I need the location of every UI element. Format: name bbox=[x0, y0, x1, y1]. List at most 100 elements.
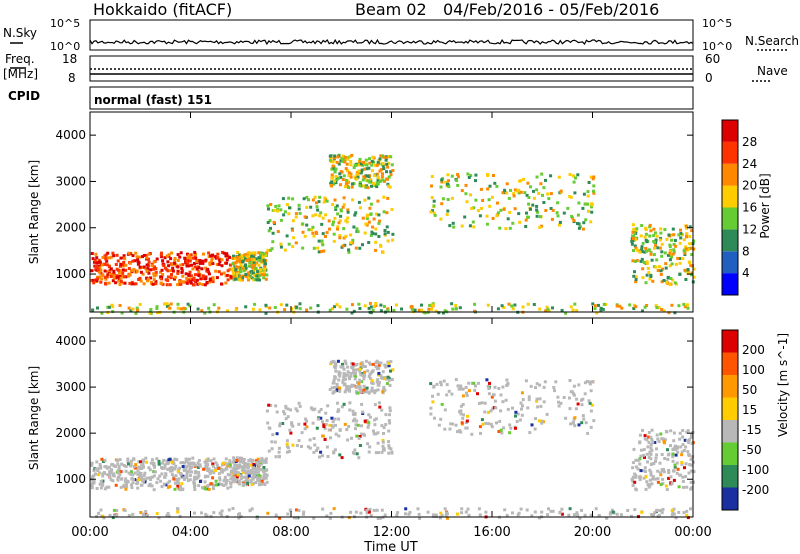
scatter-cell bbox=[111, 273, 115, 277]
scatter-cell bbox=[292, 236, 296, 240]
scatter-cell bbox=[416, 507, 420, 511]
scatter-cell bbox=[107, 281, 111, 285]
scatter-cell bbox=[378, 179, 382, 183]
scatter-cell bbox=[244, 257, 247, 261]
scatter-cell bbox=[473, 302, 477, 306]
station-title: Hokkaido (fitACF) bbox=[93, 0, 232, 19]
scatter-cell bbox=[630, 478, 634, 482]
scatter-cell bbox=[298, 307, 302, 311]
scatter-cell bbox=[337, 434, 341, 438]
scatter-cell bbox=[672, 507, 676, 511]
scatter-cell bbox=[374, 432, 378, 436]
scatter-cell bbox=[374, 240, 378, 244]
scatter-cell bbox=[510, 304, 514, 308]
scatter-cell bbox=[576, 513, 580, 517]
scatter-cell bbox=[239, 263, 243, 267]
scatter-cell bbox=[559, 189, 563, 193]
scatter-cell bbox=[202, 252, 205, 256]
scatter-cell bbox=[661, 267, 665, 271]
scatter-cell bbox=[336, 212, 340, 216]
scatter-cell bbox=[572, 417, 576, 421]
scatter-cell bbox=[178, 466, 182, 470]
scatter-cell bbox=[386, 239, 390, 243]
scatter-cell bbox=[341, 378, 345, 382]
scatter-cell bbox=[388, 185, 392, 189]
scatter-cell bbox=[476, 209, 480, 213]
scatter-cell bbox=[264, 459, 268, 463]
scatter-cell bbox=[285, 203, 289, 207]
scatter-cell bbox=[311, 198, 315, 202]
scatter-cell bbox=[443, 507, 447, 511]
scatter-cell bbox=[253, 251, 257, 255]
scatter-cell bbox=[514, 414, 517, 418]
scatter-cell bbox=[681, 475, 685, 479]
scatter-cell bbox=[126, 459, 130, 463]
scatter-cell bbox=[527, 202, 531, 206]
scatter-cell bbox=[152, 278, 156, 282]
scatter-cell bbox=[490, 195, 494, 199]
scatter-cell bbox=[338, 305, 342, 309]
scatter-cell bbox=[685, 303, 689, 307]
scatter-cell bbox=[349, 241, 353, 245]
scatter-cell bbox=[592, 419, 596, 423]
scatter-cell bbox=[690, 253, 694, 257]
scatter-cell bbox=[118, 304, 122, 307]
scatter-cell bbox=[371, 155, 375, 159]
scatter-cell bbox=[506, 217, 510, 221]
scatter-cell bbox=[171, 269, 175, 273]
scatter-cell bbox=[173, 277, 176, 281]
scatter-cell bbox=[526, 215, 530, 219]
scatter-cell bbox=[356, 175, 360, 179]
scatter-cell bbox=[367, 196, 371, 200]
scatter-cell bbox=[233, 474, 236, 478]
scatter-cell bbox=[181, 274, 185, 278]
scatter-cell bbox=[680, 453, 684, 457]
scatter-cell bbox=[505, 191, 509, 195]
scatter-cell bbox=[295, 409, 299, 413]
scatter-cell bbox=[634, 237, 638, 241]
scatter-cell bbox=[689, 264, 693, 268]
scatter-cell bbox=[350, 311, 354, 315]
scatter-cell bbox=[570, 214, 574, 218]
scatter-cell bbox=[262, 276, 266, 280]
scatter-cell bbox=[388, 384, 392, 387]
scatter-cell bbox=[329, 511, 333, 515]
scatter-cell bbox=[568, 407, 572, 411]
scatter-cell bbox=[134, 463, 138, 467]
scatter-cell bbox=[321, 434, 325, 438]
scatter-cell bbox=[176, 481, 180, 485]
scatter-cell bbox=[685, 235, 688, 239]
scatter-cell bbox=[95, 514, 99, 518]
scatter-cell bbox=[261, 254, 265, 258]
scatter-cell bbox=[568, 507, 572, 511]
scatter-cell bbox=[222, 479, 226, 483]
scatter-cell bbox=[334, 423, 337, 427]
scatter-cell bbox=[639, 234, 643, 238]
scatter-cell bbox=[131, 481, 135, 485]
scatter-cell bbox=[106, 251, 110, 255]
scatter-cell bbox=[320, 239, 324, 243]
scatter-cell bbox=[353, 363, 357, 367]
scatter-cell bbox=[582, 417, 586, 421]
scatter-cell bbox=[396, 511, 400, 515]
scatter-cell bbox=[634, 487, 638, 491]
scatter-cell bbox=[205, 514, 209, 518]
scatter-cell bbox=[669, 475, 673, 479]
scatter-cell bbox=[124, 268, 128, 272]
scatter-cell bbox=[130, 486, 134, 490]
scatter-cell bbox=[176, 253, 180, 257]
scatter-cell bbox=[228, 267, 232, 271]
scatter-cell bbox=[686, 450, 690, 454]
scatter-cell bbox=[544, 178, 547, 182]
scatter-cell bbox=[489, 409, 493, 413]
scatter-cell bbox=[309, 205, 313, 209]
scatter-cell bbox=[174, 464, 178, 468]
scatter-cell bbox=[180, 270, 184, 274]
scatter-cell bbox=[540, 419, 544, 423]
scatter-cell bbox=[365, 419, 369, 422]
scatter-cell bbox=[347, 248, 351, 252]
scatter-cell bbox=[546, 192, 550, 196]
velocity-y-axis-label: Slant Range [km] bbox=[27, 366, 41, 470]
scatter-cell bbox=[335, 387, 339, 391]
x-tick-label: 00:00 bbox=[674, 525, 711, 540]
